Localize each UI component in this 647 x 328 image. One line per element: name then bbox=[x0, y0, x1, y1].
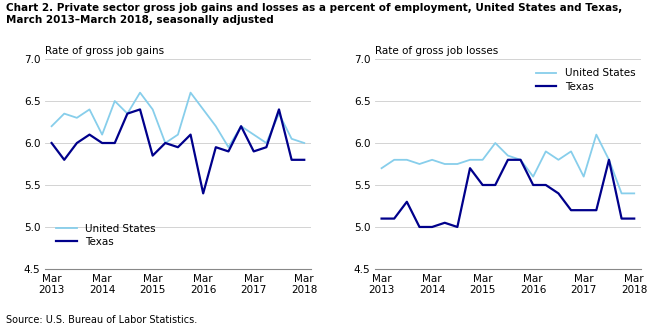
United States bbox=[554, 158, 562, 162]
Line: Texas: Texas bbox=[382, 160, 634, 227]
Line: Texas: Texas bbox=[52, 110, 304, 194]
Texas bbox=[73, 141, 81, 145]
United States bbox=[212, 124, 220, 128]
United States bbox=[199, 108, 207, 112]
United States bbox=[504, 154, 512, 157]
Texas bbox=[618, 216, 626, 220]
Text: Chart 2. Private sector gross job gains and losses as a percent of employment, U: Chart 2. Private sector gross job gains … bbox=[6, 3, 622, 25]
United States bbox=[529, 174, 537, 178]
United States bbox=[403, 158, 411, 162]
Legend: United States, Texas: United States, Texas bbox=[536, 69, 635, 92]
United States bbox=[136, 91, 144, 94]
Texas bbox=[60, 158, 68, 162]
Texas bbox=[225, 150, 232, 154]
United States bbox=[263, 141, 270, 145]
United States bbox=[428, 158, 436, 162]
United States bbox=[237, 124, 245, 128]
United States bbox=[454, 162, 461, 166]
United States bbox=[124, 112, 131, 115]
Texas bbox=[517, 158, 525, 162]
Texas bbox=[48, 141, 56, 145]
United States bbox=[415, 162, 423, 166]
United States bbox=[275, 112, 283, 115]
United States bbox=[491, 141, 499, 145]
United States bbox=[174, 133, 182, 136]
Texas bbox=[85, 133, 93, 136]
United States bbox=[60, 112, 68, 115]
United States bbox=[580, 174, 587, 178]
United States bbox=[567, 150, 575, 154]
Texas bbox=[250, 150, 258, 154]
United States bbox=[630, 192, 638, 195]
Texas bbox=[390, 216, 398, 220]
Texas bbox=[504, 158, 512, 162]
Texas bbox=[288, 158, 296, 162]
Texas bbox=[136, 108, 144, 112]
United States bbox=[48, 124, 56, 128]
United States bbox=[441, 162, 448, 166]
United States bbox=[161, 141, 169, 145]
Texas bbox=[378, 216, 386, 220]
Legend: United States, Texas: United States, Texas bbox=[56, 224, 155, 247]
Texas bbox=[593, 208, 600, 212]
Texas bbox=[187, 133, 195, 136]
Texas bbox=[300, 158, 308, 162]
Texas bbox=[580, 208, 587, 212]
Texas bbox=[403, 200, 411, 204]
Texas bbox=[630, 216, 638, 220]
United States bbox=[517, 158, 525, 162]
United States bbox=[225, 145, 232, 149]
United States bbox=[250, 133, 258, 136]
Texas bbox=[98, 141, 106, 145]
United States bbox=[98, 133, 106, 136]
United States bbox=[479, 158, 487, 162]
Texas bbox=[454, 225, 461, 229]
Texas bbox=[428, 225, 436, 229]
United States bbox=[300, 141, 308, 145]
Text: Rate of gross job gains: Rate of gross job gains bbox=[45, 46, 164, 56]
Texas bbox=[466, 166, 474, 170]
United States bbox=[605, 158, 613, 162]
Texas bbox=[415, 225, 423, 229]
Texas bbox=[237, 124, 245, 128]
United States bbox=[618, 192, 626, 195]
Texas bbox=[441, 221, 448, 225]
Text: Source: U.S. Bureau of Labor Statistics.: Source: U.S. Bureau of Labor Statistics. bbox=[6, 315, 198, 325]
United States bbox=[288, 137, 296, 141]
United States bbox=[85, 108, 93, 112]
United States bbox=[542, 150, 550, 154]
Texas bbox=[161, 141, 169, 145]
United States bbox=[111, 99, 118, 103]
Texas bbox=[529, 183, 537, 187]
Texas bbox=[174, 145, 182, 149]
United States bbox=[466, 158, 474, 162]
Line: United States: United States bbox=[52, 92, 304, 147]
Texas bbox=[149, 154, 157, 157]
Texas bbox=[567, 208, 575, 212]
United States bbox=[149, 108, 157, 112]
United States bbox=[187, 91, 195, 94]
United States bbox=[390, 158, 398, 162]
Texas bbox=[275, 108, 283, 112]
Texas bbox=[542, 183, 550, 187]
Text: Rate of gross job losses: Rate of gross job losses bbox=[375, 46, 498, 56]
Texas bbox=[491, 183, 499, 187]
Texas bbox=[111, 141, 118, 145]
Texas bbox=[124, 112, 131, 115]
Texas bbox=[479, 183, 487, 187]
Texas bbox=[554, 192, 562, 195]
Line: United States: United States bbox=[382, 134, 634, 194]
Texas bbox=[199, 192, 207, 195]
United States bbox=[73, 116, 81, 120]
Texas bbox=[263, 145, 270, 149]
Texas bbox=[605, 158, 613, 162]
United States bbox=[378, 166, 386, 170]
United States bbox=[593, 133, 600, 136]
Texas bbox=[212, 145, 220, 149]
